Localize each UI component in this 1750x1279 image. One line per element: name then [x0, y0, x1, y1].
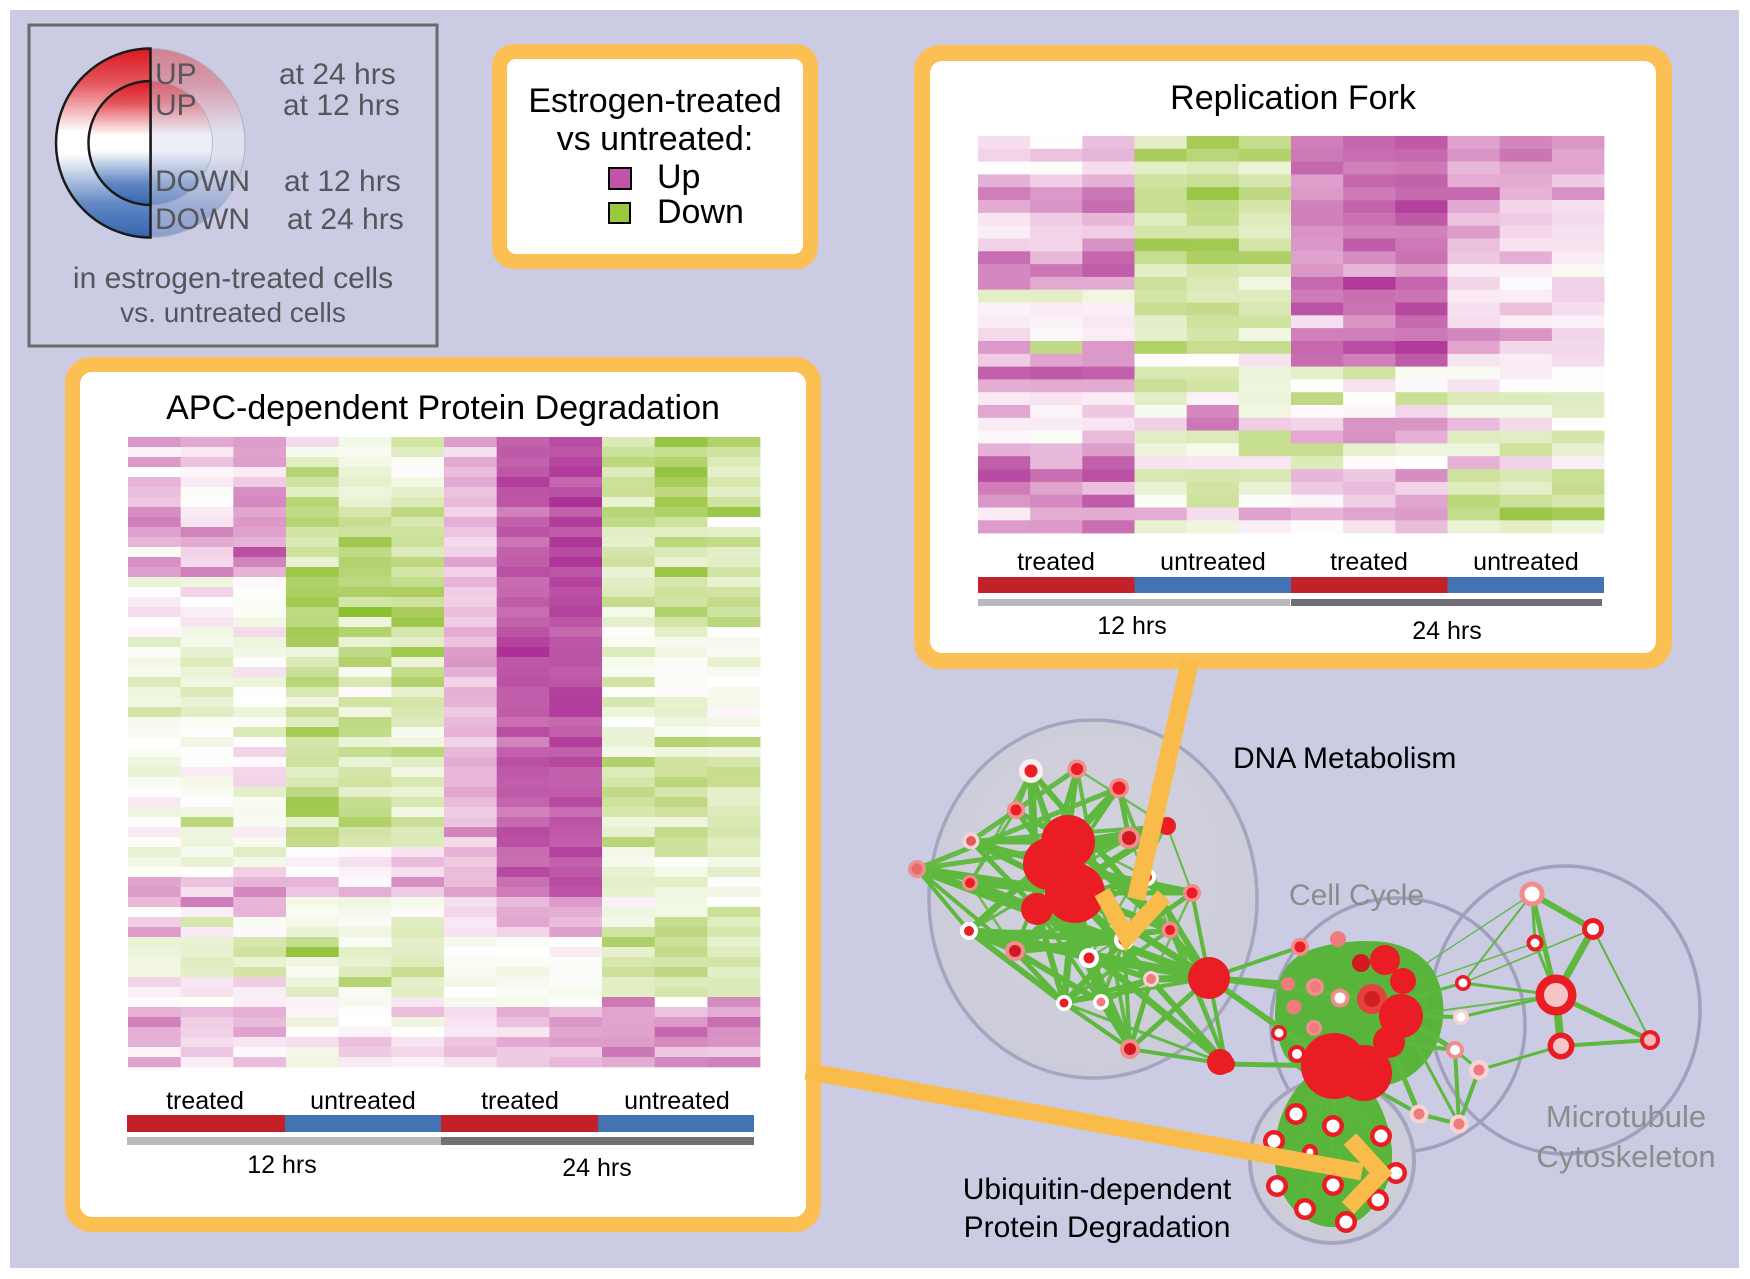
svg-text:12 hrs: 12 hrs — [247, 1151, 316, 1179]
svg-text:24 hrs: 24 hrs — [1412, 617, 1481, 645]
svg-text:Up: Up — [657, 158, 700, 196]
svg-text:at 12 hrs: at 12 hrs — [283, 89, 400, 122]
svg-text:untreated: untreated — [624, 1087, 730, 1115]
svg-text:DOWN: DOWN — [155, 203, 250, 236]
svg-text:at 24 hrs: at 24 hrs — [287, 203, 404, 236]
svg-text:Estrogen-treated: Estrogen-treated — [528, 82, 781, 120]
svg-text:vs untreated:: vs untreated: — [557, 120, 754, 158]
svg-text:treated: treated — [1017, 548, 1095, 576]
svg-text:DNA Metabolism: DNA Metabolism — [1233, 742, 1456, 775]
svg-text:treated: treated — [166, 1087, 244, 1115]
svg-text:24 hrs: 24 hrs — [562, 1154, 631, 1182]
svg-text:at 24 hrs: at 24 hrs — [279, 58, 396, 91]
svg-text:Microtubule: Microtubule — [1546, 1099, 1706, 1134]
svg-text:untreated: untreated — [1473, 548, 1579, 576]
svg-text:DOWN: DOWN — [155, 165, 250, 198]
svg-text:Protein Degradation: Protein Degradation — [964, 1211, 1231, 1244]
svg-text:untreated: untreated — [1160, 548, 1266, 576]
svg-text:untreated: untreated — [310, 1087, 416, 1115]
svg-text:treated: treated — [481, 1087, 559, 1115]
svg-text:UP: UP — [155, 58, 197, 91]
svg-text:Cytoskeleton: Cytoskeleton — [1536, 1139, 1715, 1174]
svg-text:APC-dependent Protein Degradat: APC-dependent Protein Degradation — [166, 389, 720, 427]
svg-text:Cell Cycle: Cell Cycle — [1289, 879, 1424, 912]
svg-text:at 12 hrs: at 12 hrs — [284, 165, 401, 198]
svg-text:Replication Fork: Replication Fork — [1170, 79, 1417, 117]
svg-text:in estrogen-treated cells: in estrogen-treated cells — [73, 262, 393, 295]
svg-text:Ubiquitin-dependent: Ubiquitin-dependent — [963, 1173, 1232, 1206]
svg-text:UP: UP — [155, 89, 197, 122]
svg-text:treated: treated — [1330, 548, 1408, 576]
svg-text:Down: Down — [657, 193, 744, 231]
svg-text:vs. untreated cells: vs. untreated cells — [120, 297, 346, 328]
svg-text:12 hrs: 12 hrs — [1097, 612, 1166, 640]
